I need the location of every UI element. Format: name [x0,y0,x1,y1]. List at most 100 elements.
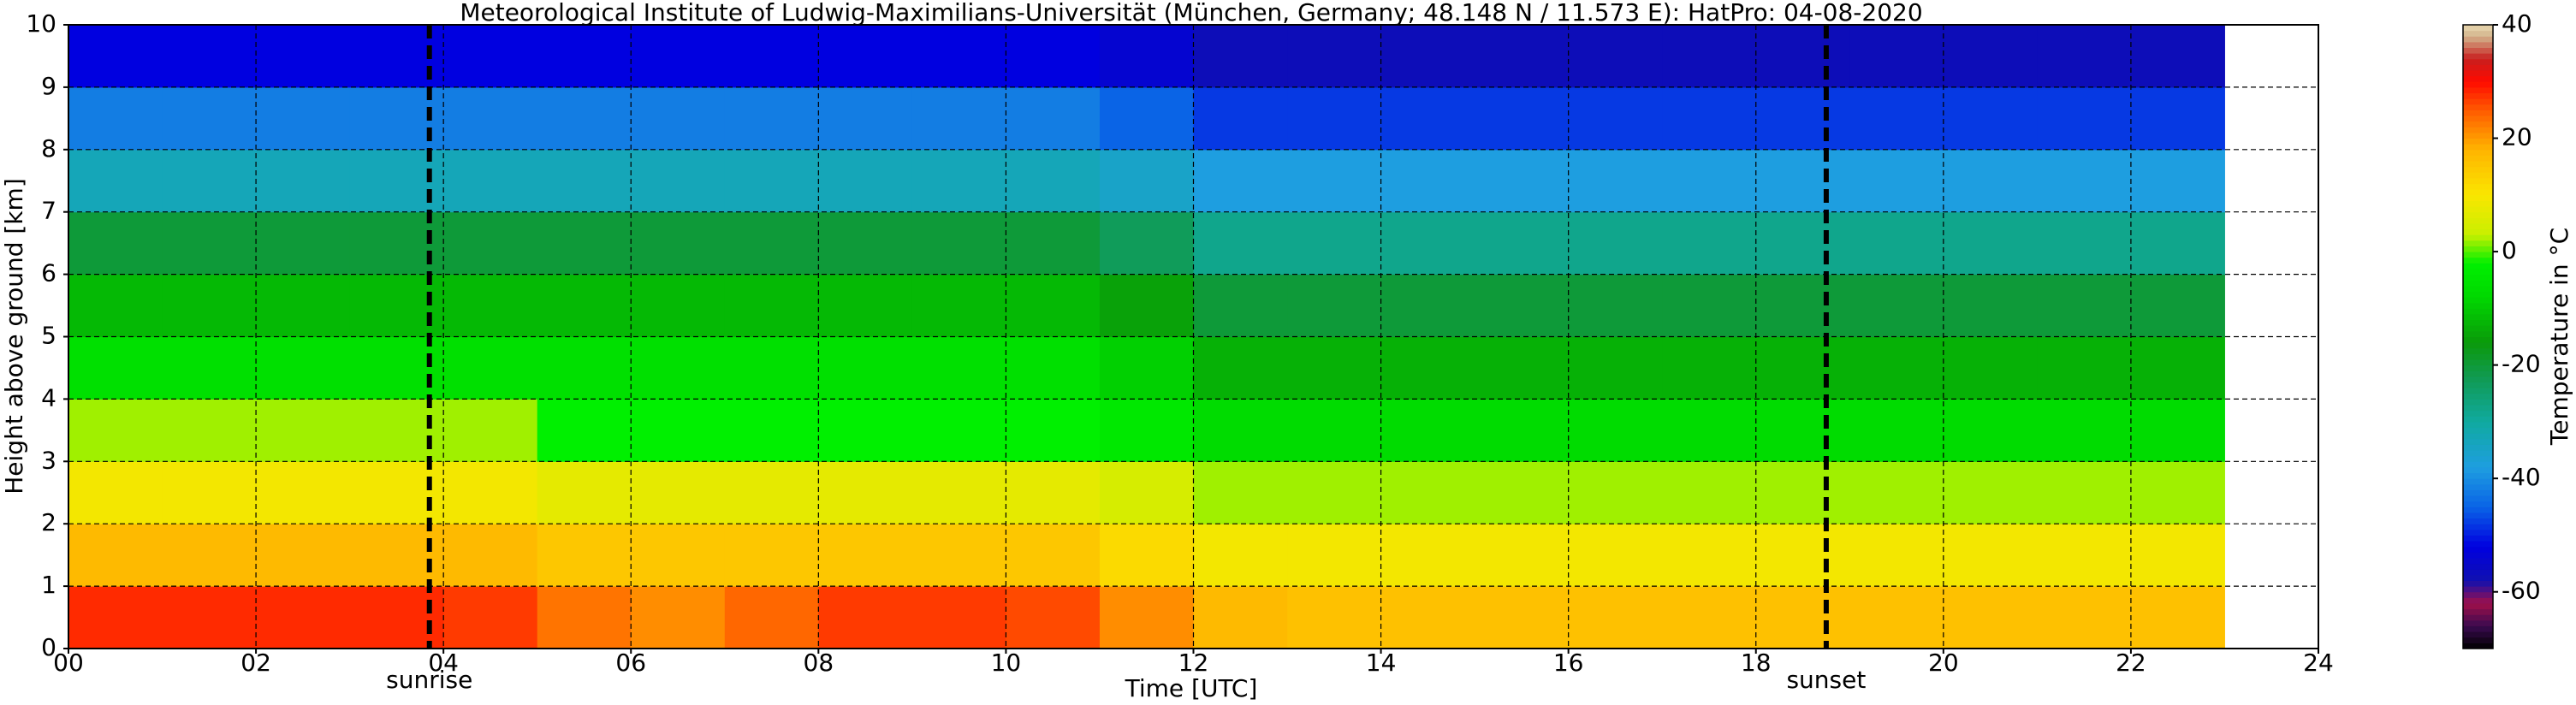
heatmap-cell [537,274,632,337]
colorbar-swatch [2463,364,2493,371]
heatmap-cell [631,586,726,649]
colorbar-swatch [2463,450,2493,457]
heatmap-cell [1943,399,2038,462]
colorbar-swatch [2463,410,2493,417]
heatmap-cell [818,274,913,337]
colorbar-swatch [2463,342,2493,349]
heatmap-cell [1943,211,2038,275]
heatmap-cell [1662,336,1757,400]
heatmap-cell [1755,274,1850,337]
heatmap-cell [68,524,163,587]
heatmap-cell [256,274,351,337]
heatmap-cell [162,149,257,213]
y-tick-label: 0 [41,633,56,661]
heatmap-cell [911,25,1006,88]
heatmap-cell [1380,336,1475,400]
heatmap-cell [1943,461,2038,524]
heatmap-cell [911,524,1006,587]
heatmap-cell [443,461,538,524]
heatmap-cell [256,25,351,88]
heatmap-cell [2037,461,2132,524]
heatmap-cell [1849,25,1944,88]
heatmap-cell [1287,586,1382,649]
plot-frame [68,24,2319,649]
colorbar-swatch [2463,444,2493,451]
event-label: sunset [1786,666,1866,694]
heatmap-cell [1193,211,1288,275]
heatmap-cell [256,524,351,587]
heatmap-cell [631,86,726,151]
colorbar-swatch [2463,376,2493,383]
heatmap-cell [1849,211,1944,275]
heatmap-cell [443,336,538,400]
heatmap-cell [1755,336,1850,400]
colorbar-tick-label: -40 [2502,463,2541,491]
heatmap-cell [911,336,1006,400]
y-tick-label: 4 [41,383,56,412]
colorbar-swatch [2463,602,2493,610]
colorbar-swatch [2463,586,2493,593]
colorbar-swatch [2463,58,2493,65]
heatmap-cell [1568,586,1663,649]
heatmap-cell [2130,274,2225,337]
heatmap-cell [724,336,819,400]
heatmap-cell [1849,586,1944,649]
heatmap-cell [1006,524,1101,587]
colorbar-swatch [2463,643,2493,649]
heatmap-cell [1380,461,1475,524]
heatmap-cell [2130,399,2225,462]
heatmap-cell [1287,211,1382,275]
heatmap-cell [2037,25,2132,88]
colorbar-swatch [2463,535,2493,542]
heatmap-cell [1662,524,1757,587]
heatmap-cell [1943,586,2038,649]
y-tick-label: 8 [41,134,56,163]
colorbar-swatch [2463,330,2493,337]
colorbar-swatch [2463,252,2493,258]
colorbar-swatch [2463,194,2493,201]
heatmap-cell [1475,336,1570,400]
y-tick-label: 3 [41,446,56,474]
colorbar-swatch [2463,359,2493,366]
heatmap-cell [1568,336,1663,400]
heatmap-cell [68,586,163,649]
colorbar-swatch [2463,47,2493,54]
heatmap-cell [68,399,163,462]
heatmap-cell [1287,86,1382,151]
heatmap-cell [162,274,257,337]
heatmap-cell [1662,211,1757,275]
heatmap-cell [349,586,444,649]
heatmap-cell [724,86,819,151]
heatmap-cell [1943,149,2038,213]
colorbar-swatch [2463,217,2493,224]
heatmap-cell [2130,336,2225,400]
heatmap-cell [1287,336,1382,400]
heatmap-cell [1568,524,1663,587]
colorbar-swatch [2463,455,2493,462]
colorbar-swatch [2463,280,2493,287]
heatmap-cell [818,336,913,400]
heatmap-cell [1380,274,1475,337]
heatmap-cell [1568,274,1663,337]
heatmap-cell [1568,25,1663,88]
heatmap-cell [1475,461,1570,524]
heatmap-cell [911,399,1006,462]
colorbar-swatch [2463,308,2493,315]
heatmap-cell [1475,211,1570,275]
heatmap-cell [1568,211,1663,275]
heatmap-cell [537,336,632,400]
colorbar-frame [2462,24,2494,649]
heatmap-cell [1193,399,1288,462]
y-tick-label: 7 [41,197,56,225]
colorbar-swatch [2463,557,2493,565]
colorbar-swatch [2463,625,2493,632]
heatmap-cell [162,25,257,88]
colorbar-tick-label: -60 [2502,577,2541,605]
heatmap-cell [1380,149,1475,213]
colorbar-swatch [2463,104,2493,110]
colorbar-swatch [2463,70,2493,77]
colorbar-swatch [2463,132,2493,139]
colorbar-swatch [2463,222,2493,230]
heatmap-cell [256,399,351,462]
